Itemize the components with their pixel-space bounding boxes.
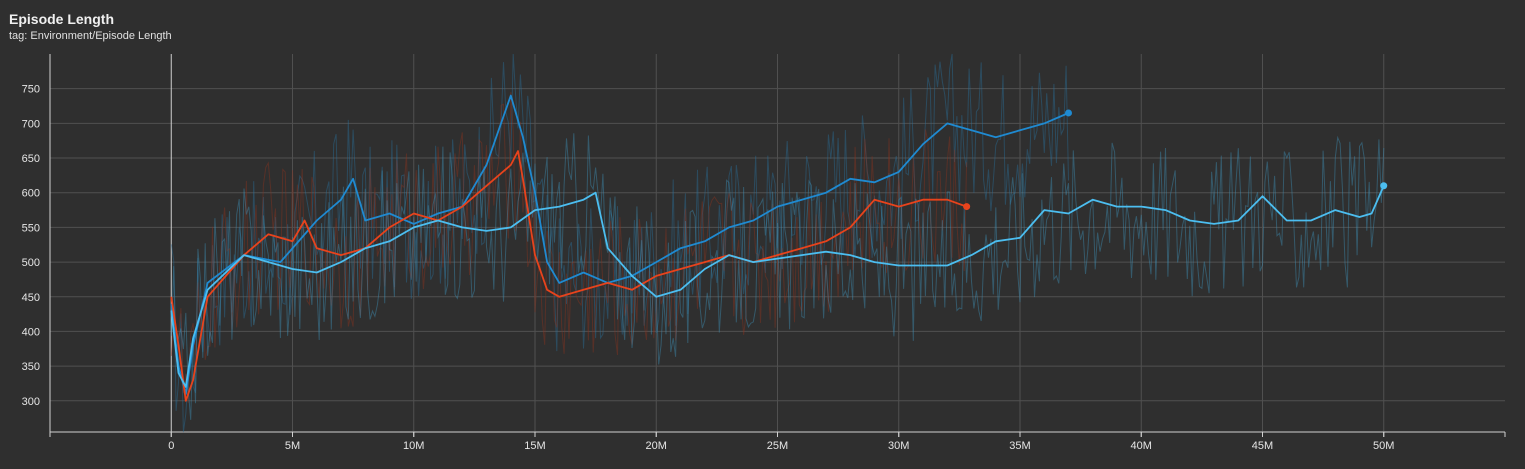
x-tick-label: 15M — [524, 440, 545, 452]
x-tick-label: 25M — [767, 440, 788, 452]
x-tick-label: 20M — [646, 440, 667, 452]
y-tick-label: 750 — [22, 84, 40, 96]
series-line-1 — [170, 94, 1069, 395]
series-line-3 — [170, 185, 1385, 388]
raw-series-line-3 — [170, 133, 1385, 420]
raw-series-line-2 — [170, 92, 968, 403]
y-tick-label: 550 — [22, 222, 40, 234]
x-tick-label: 45M — [1252, 440, 1273, 452]
y-tick-label: 400 — [22, 326, 40, 338]
series-end-point-3 — [1380, 182, 1388, 190]
y-tick-label: 500 — [22, 257, 40, 269]
y-tick-label: 650 — [22, 153, 40, 165]
chart-title: Episode Length — [9, 11, 114, 27]
raw-series-line-1 — [170, 53, 1069, 433]
y-tick-label: 300 — [22, 396, 40, 408]
x-tick-label: 40M — [1131, 440, 1152, 452]
y-tick-label: 450 — [22, 292, 40, 304]
x-tick-label: 10M — [403, 440, 424, 452]
x-tick-label: 0 — [168, 440, 174, 452]
series-end-point-2 — [963, 203, 971, 211]
series-line-2 — [170, 150, 967, 402]
x-tick-label: 50M — [1373, 440, 1394, 452]
series-end-point-1 — [1065, 109, 1072, 117]
y-tick-label: 600 — [22, 188, 40, 200]
x-tick-label: 30M — [888, 440, 909, 452]
y-tick-label: 700 — [22, 118, 40, 130]
grid-lines — [50, 54, 1505, 432]
chart-subtitle: tag: Environment/Episode Length — [9, 30, 172, 42]
x-tick-label: 35M — [1009, 440, 1030, 452]
y-tick-label: 350 — [22, 361, 40, 373]
x-tick-label: 5M — [285, 440, 300, 452]
